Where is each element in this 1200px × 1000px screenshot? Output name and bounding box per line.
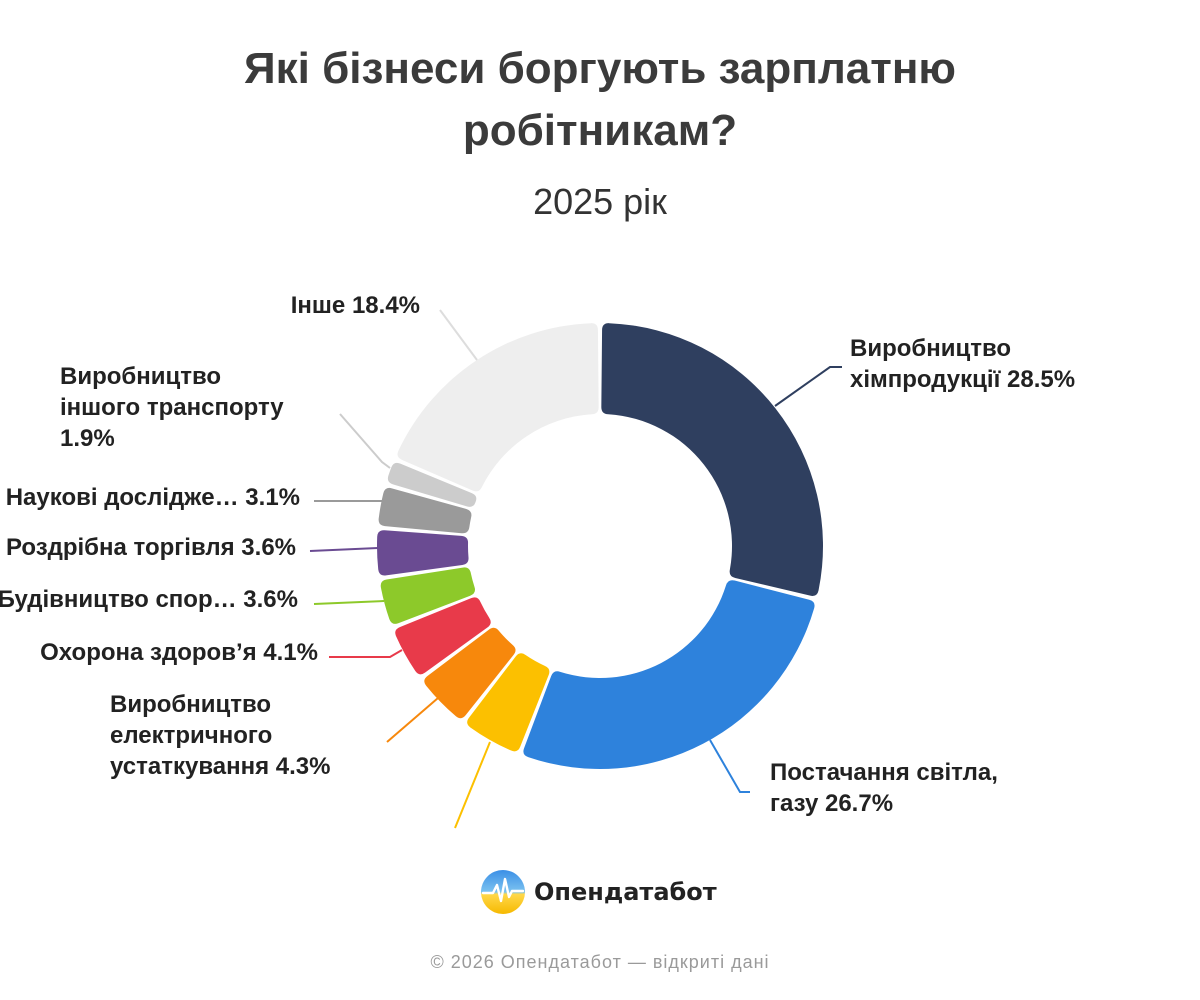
donut-slice-7 xyxy=(376,530,469,576)
leader-line-9 xyxy=(339,413,391,469)
leader-line-1 xyxy=(774,366,842,407)
brand-name: Опендатабот xyxy=(534,878,717,906)
chart-title: Які бізнеси боргують зарплатню робітника… xyxy=(0,38,1200,162)
slice-label-4: Виробництво електричного устаткування 4.3% xyxy=(110,691,330,780)
slice-label-7: Роздрібна торгівля 3.6% xyxy=(6,534,296,561)
slice-label-6: Будівництво спор… 3.6% xyxy=(0,586,298,613)
chart-title-line-2: робітникам? xyxy=(462,106,738,155)
donut-slice-9 xyxy=(387,462,477,507)
leader-line-4 xyxy=(386,697,439,743)
donut-slice-8 xyxy=(378,487,472,534)
leader-line-5 xyxy=(329,649,403,658)
slice-label-2: Постачання світла, газу 26.7% xyxy=(770,759,998,817)
leader-line-6 xyxy=(313,600,385,605)
brand-logo: Опендатабот xyxy=(480,866,717,918)
chart-title-line-1: Які бізнеси боргують зарплатню xyxy=(244,44,956,93)
leader-line-7 xyxy=(309,547,379,552)
opendatabot-logo-icon xyxy=(481,870,525,914)
donut-slice-1 xyxy=(601,323,824,596)
donut-slice-2 xyxy=(523,580,815,769)
leader-line-2 xyxy=(709,739,750,793)
footer-copyright: © 2026 Опендатабот — відкриті дані xyxy=(430,952,770,972)
slice-label-1: Виробництво хімпродукції 28.5% xyxy=(850,335,1075,393)
donut-slice-4 xyxy=(424,627,516,719)
slice-label-9: Виробництво іншого транспорту 1.9% xyxy=(60,363,284,452)
slice-label-8: Наукові досліджe… 3.1% xyxy=(6,484,300,511)
donut-slice-10 xyxy=(397,323,599,492)
leader-line-3 xyxy=(454,741,491,829)
chart-subtitle: 2025 рік xyxy=(533,181,667,222)
slice-label-10: Інше 18.4% xyxy=(291,292,420,319)
donut-slice-3 xyxy=(467,653,550,752)
leader-line-10 xyxy=(439,309,478,361)
donut-slice-5 xyxy=(395,597,491,675)
slice-label-5: Охорона здоров’я 4.1% xyxy=(40,639,318,666)
donut-slice-6 xyxy=(380,567,476,624)
